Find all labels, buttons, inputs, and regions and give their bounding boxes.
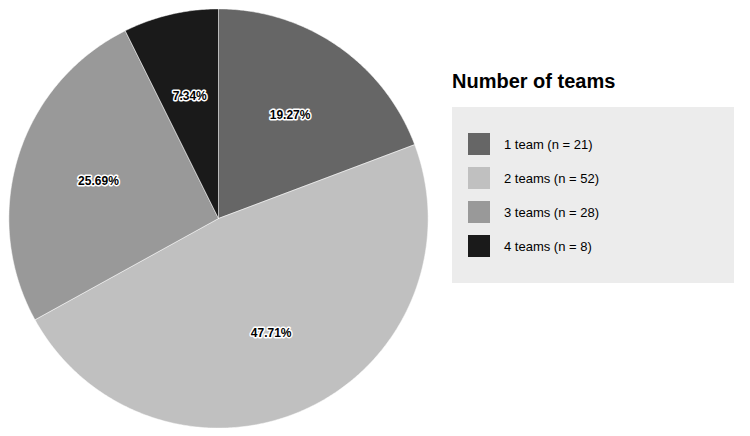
html-text:Number of teams: Number of teams	[452, 70, 616, 92]
svg-text:7.34%: 7.34%	[173, 89, 207, 103]
svg-text:47.71%: 47.71%	[251, 326, 292, 340]
html-text:1 team (n = 21): 1 team (n = 21)	[504, 136, 593, 152]
html-text:2 teams (n = 52): 2 teams (n = 52)	[504, 170, 599, 186]
html-text:3 teams (n = 28): 3 teams (n = 28)	[504, 204, 599, 220]
html-text:4 teams (n = 8): 4 teams (n = 8)	[504, 238, 592, 254]
svg-text:25.69%: 25.69%	[78, 174, 119, 188]
svg-text:19.27%: 19.27%	[270, 108, 311, 122]
